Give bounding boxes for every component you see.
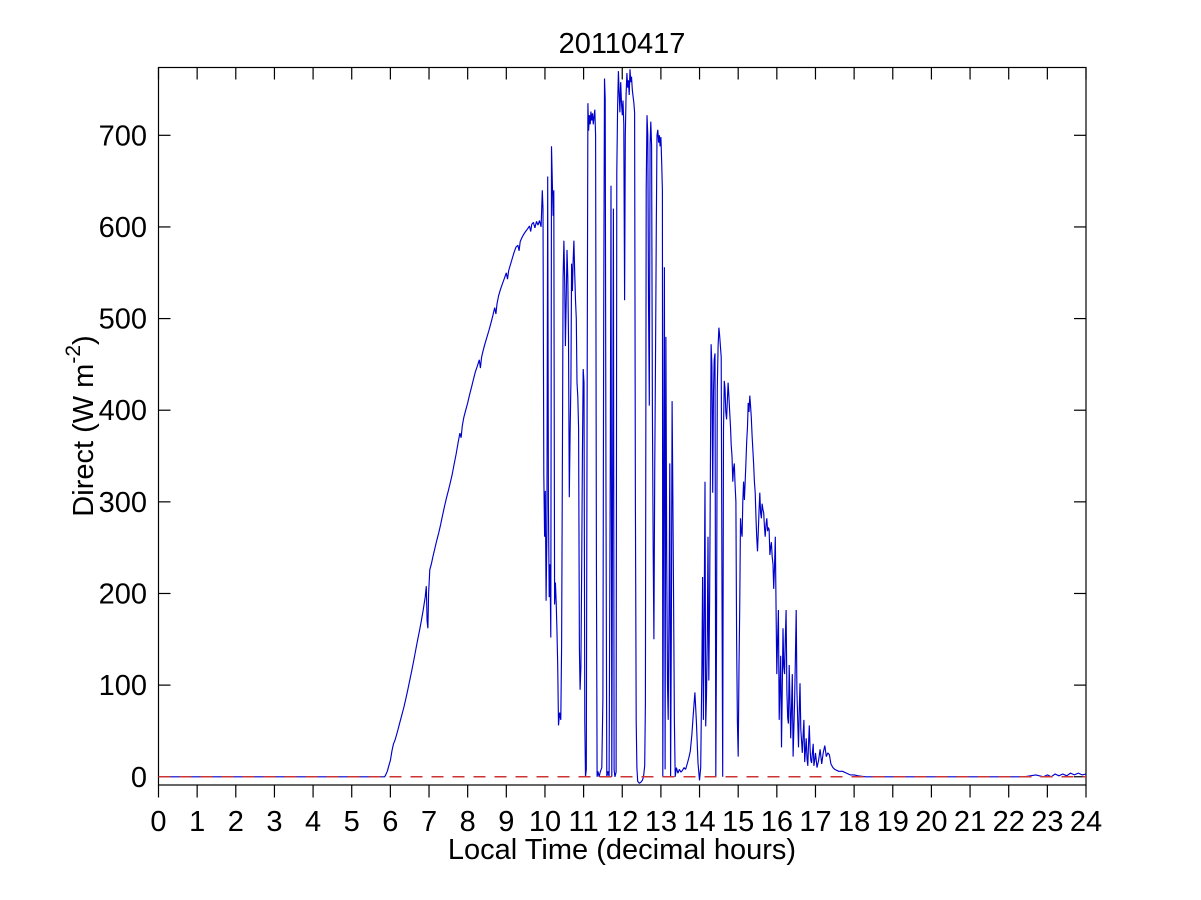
svg-text:10: 10 (529, 806, 561, 838)
svg-text:18: 18 (838, 806, 870, 838)
svg-text:2: 2 (228, 806, 244, 838)
svg-text:300: 300 (99, 487, 147, 519)
svg-text:500: 500 (99, 304, 147, 336)
svg-text:3: 3 (266, 806, 282, 838)
svg-text:4: 4 (305, 806, 321, 838)
y-axis-ticks (158, 134, 1086, 778)
svg-text:5: 5 (344, 806, 360, 838)
svg-text:24: 24 (1070, 806, 1102, 838)
svg-text:21: 21 (954, 806, 986, 838)
y-tick-labels: 0 100 200 300 400 500 600 700 (99, 120, 147, 793)
x-tick-labels: 0 1 2 3 4 5 6 7 8 9 10 11 12 13 14 15 16 17 18 19 20 21 22 23 24 (150, 806, 1102, 838)
svg-text:0: 0 (150, 806, 166, 838)
svg-text:100: 100 (99, 670, 147, 702)
svg-text:11: 11 (569, 806, 599, 838)
svg-text:400: 400 (99, 395, 147, 427)
svg-text:9: 9 (498, 806, 514, 838)
svg-text:700: 700 (99, 120, 147, 152)
svg-text:200: 200 (99, 578, 147, 610)
x-axis-label: Local Time (decimal hours) (448, 834, 796, 866)
svg-text:12: 12 (606, 806, 638, 838)
plot-border (157, 66, 1087, 786)
svg-text:15: 15 (722, 806, 754, 838)
svg-text:16: 16 (761, 806, 793, 838)
svg-text:6: 6 (382, 806, 398, 838)
svg-text:14: 14 (683, 806, 715, 838)
irradiance-line (158, 69, 1087, 784)
svg-text:23: 23 (1031, 806, 1063, 838)
svg-text:22: 22 (993, 806, 1025, 838)
svg-text:1: 1 (189, 806, 205, 838)
svg-text:19: 19 (877, 806, 909, 838)
svg-text:13: 13 (645, 806, 677, 838)
svg-text:8: 8 (460, 806, 476, 838)
svg-text:20: 20 (915, 806, 947, 838)
svg-text:600: 600 (99, 212, 147, 244)
chart-title: 20110417 (559, 28, 686, 60)
svg-text:0: 0 (131, 762, 147, 794)
svg-text:17: 17 (799, 806, 831, 838)
svg-text:7: 7 (421, 806, 437, 838)
x-axis-ticks (157, 67, 1087, 798)
y-axis-label: Direct (W m-2) (62, 335, 100, 516)
